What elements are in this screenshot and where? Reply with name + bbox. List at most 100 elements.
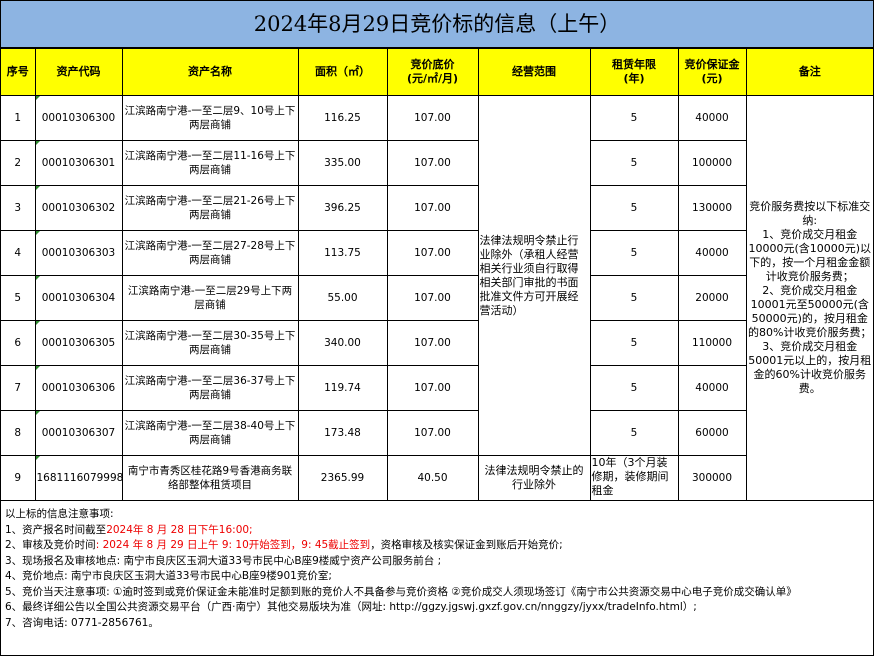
note-6: 6、最终详细公告以全国公共资源交易平台（广西·南宁）其他交易版块为准（网址: h… [5,601,697,613]
business-scope: 法律法规明令禁止的行业除外 [477,455,591,501]
note-5: 5、竞价当天注意事项: ①逾时签到或竞价保证金未能准时足额到账的竞价人不具备参与… [5,585,797,598]
base-price: 107.00 [386,140,479,186]
asset-code: 00010306300 [34,95,123,141]
asset-code: 168111607999870239 [34,455,123,501]
asset-name: 江滨路南宁港-一至二层38-40号上下两层商铺 [121,410,299,456]
asset-code: 00010306304 [34,275,123,321]
area: 116.25 [297,95,388,141]
base-price: 107.00 [386,275,479,321]
asset-name: 江滨路南宁港-一至二层30-35号上下两层商铺 [121,320,299,366]
table-row: 1 00010306300 江滨路南宁港-一至二层9、10号上下两层商铺 116.25… [1,95,873,501]
deposit: 20000 [677,275,746,321]
lease-years: 5 [589,275,679,321]
base-price: 40.50 [386,455,479,501]
notes-section: 以上标的信息注意事项: 1、资产报名时间截至2024年 8 月 28 日下午16… [1,501,873,631]
note-1-deadline: 2024年 8 月 28 日下午16:00; [106,523,253,536]
area: 173.48 [297,410,388,456]
auction-table: 序号 资产代码 资产名称 面积（㎡） 竞价底价 (元/㎡/月) 经营范围 租赁年… [1,48,873,501]
row-no: 2 [1,140,36,186]
asset-name: 江滨路南宁港-一至二层11-16号上下两层商铺 [121,140,299,186]
header-remark: 备注 [745,48,873,96]
note-1: 1、资产报名时间截至2024年 8 月 28 日下午16:00; [5,523,869,539]
area: 340.00 [297,320,388,366]
row-no: 8 [1,410,36,456]
area: 55.00 [297,275,388,321]
row-no: 7 [1,365,36,411]
table-row: 4 00010306303 江滨路南宁港-一至二层27-28号上下两层商铺 113.7… [1,230,873,276]
asset-name: 南宁市青秀区桂花路9号香港商务联络部整体租赁项目 [121,455,299,501]
deposit: 40000 [677,230,746,276]
lease-years: 5 [589,320,679,366]
base-price: 107.00 [386,365,479,411]
deposit: 40000 [677,365,746,411]
table-row: 5 00010306304 江滨路南宁港-一至二层29号上下两层商铺 55.00 107… [1,275,873,321]
row-no: 9 [1,455,36,501]
deposit: 300000 [677,455,746,501]
header-price: 竞价底价 (元/㎡/月) [386,48,479,96]
asset-code: 00010306306 [34,365,123,411]
base-price: 107.00 [386,185,479,231]
table-row: 8 00010306307 江滨路南宁港-一至二层38-40号上下两层商铺 173.4… [1,410,873,456]
deposit: 100000 [677,140,746,186]
row-no: 4 [1,230,36,276]
lease-years: 5 [589,365,679,411]
asset-name: 江滨路南宁港-一至二层27-28号上下两层商铺 [121,230,299,276]
table-row: 2 00010306301 江滨路南宁港-一至二层11-16号上下两层商铺 335.0… [1,140,873,186]
base-price: 107.00 [386,95,479,141]
note-3: 3、现场报名及审核地点: 南宁市良庆区玉洞大道33号市民中心B座9楼威宁资产公司… [5,554,442,567]
lease-years: 5 [589,410,679,456]
asset-name: 江滨路南宁港-一至二层36-37号上下两层商铺 [121,365,299,411]
remark: 竞价服务费按以下标准交纳: 1、竞价成交月租金10000元(含10000元)以下… [745,95,873,501]
asset-code: 00010306303 [34,230,123,276]
asset-name: 江滨路南宁港-一至二层21-26号上下两层商铺 [121,185,299,231]
note-2-label: 2、审核及竞价时间 [5,539,96,551]
header-name: 资产名称 [121,48,299,96]
area: 113.75 [297,230,388,276]
note-1-label: 1、资产报名时间截至 [5,523,107,536]
row-no: 1 [1,95,36,141]
header-code: 资产代码 [34,48,123,96]
asset-code: 00010306305 [34,320,123,366]
base-price: 107.00 [386,320,479,366]
base-price: 107.00 [386,410,479,456]
note-4: 4、竞价地点: 南宁市良庆区玉洞大道33号市民中心B座9楼901竞价室; [5,570,332,582]
table-row: 7 00010306306 江滨路南宁港-一至二层36-37号上下两层商铺 119.7… [1,365,873,411]
asset-name: 江滨路南宁港-一至二层29号上下两层商铺 [121,275,299,321]
note-2: 2、审核及竞价时间: 2024 年 8 月 29 日上午 9: 10开始签到，9… [5,538,869,554]
deposit: 110000 [677,320,746,366]
row-no: 3 [1,185,36,231]
deposit: 40000 [677,95,747,141]
table-row: 3 00010306302 江滨路南宁港-一至二层21-26号上下两层商铺 396.2… [1,185,873,231]
notes-heading: 以上标的信息注意事项: [5,508,114,520]
row-no: 5 [1,275,36,321]
asset-code: 00010306301 [34,140,123,186]
lease-years: 5 [589,230,679,276]
lease-years: 10年（3个月装修期，装修期间租金 [589,455,679,501]
area: 396.25 [297,185,388,231]
lease-years: 5 [589,95,679,141]
base-price: 107.00 [386,230,479,276]
header-row: 序号 资产代码 资产名称 面积（㎡） 竞价底价 (元/㎡/月) 经营范围 租赁年… [1,48,873,96]
header-deposit: 竞价保证金 (元) [677,48,747,96]
note-2-rest: ，资格审核及核实保证金到账后开始竞价; [370,539,563,551]
header-years: 租赁年限 (年) [589,48,679,96]
asset-name: 江滨路南宁港-一至二层9、10号上下两层商铺 [121,95,299,141]
page-title: 2024年8月29日竞价标的信息（上午） [1,1,873,48]
note-7: 7、咨询电话: 0771-2856761。 [5,616,159,629]
area: 335.00 [297,140,388,186]
asset-code: 00010306307 [34,410,123,456]
business-scope: 法律法规明令禁止行业除外（承租人经营相关行业须自行取得相关部门审批的书面批准文件… [477,95,591,456]
header-no: 序号 [1,48,36,96]
area: 2365.99 [297,455,388,501]
deposit: 130000 [677,185,746,231]
deposit: 60000 [677,410,746,456]
header-area: 面积（㎡） [297,48,388,96]
row-no: 6 [1,320,36,366]
table-row: 9168111607999870239南宁市青秀区桂花路9号香港商务联络部整体租… [1,455,873,501]
note-2-time: : 2024 年 8 月 29 日上午 9: 10开始签到，9: 45截止签到 [95,539,371,551]
asset-code: 00010306302 [34,185,123,231]
table-row: 6 00010306305 江滨路南宁港-一至二层30-35号上下两层商铺 340.0… [1,320,873,366]
lease-years: 5 [589,185,679,231]
header-scope: 经营范围 [477,48,591,96]
